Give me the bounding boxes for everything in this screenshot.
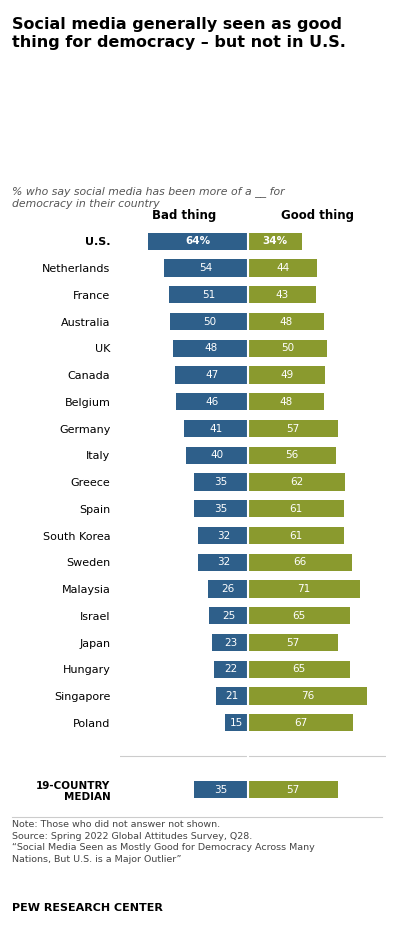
Text: 25: 25 xyxy=(222,611,236,621)
Bar xyxy=(249,286,316,303)
Text: 50: 50 xyxy=(203,316,216,326)
Text: 49: 49 xyxy=(280,370,294,380)
Bar xyxy=(249,259,317,277)
Text: 56: 56 xyxy=(286,450,299,460)
Bar xyxy=(175,366,249,384)
Text: 15: 15 xyxy=(230,718,243,728)
Bar xyxy=(249,687,367,705)
Bar xyxy=(249,500,344,517)
Bar xyxy=(249,419,338,437)
Bar xyxy=(199,527,249,544)
Bar xyxy=(194,473,249,491)
Text: 57: 57 xyxy=(286,423,300,433)
Bar xyxy=(169,286,249,303)
Text: 65: 65 xyxy=(293,664,306,674)
Bar xyxy=(249,473,346,491)
Text: % who say social media has been more of a __ for
democracy in their country: % who say social media has been more of … xyxy=(12,186,284,209)
Text: 35: 35 xyxy=(214,477,228,487)
Bar xyxy=(249,393,323,410)
Text: 51: 51 xyxy=(202,290,215,299)
Text: 65: 65 xyxy=(293,611,306,621)
Text: 23: 23 xyxy=(224,638,237,647)
Bar xyxy=(249,527,344,544)
Text: 57: 57 xyxy=(286,638,300,647)
Text: 34%: 34% xyxy=(262,236,288,246)
Bar xyxy=(249,553,352,571)
Bar xyxy=(249,781,338,798)
Text: 62: 62 xyxy=(290,477,303,487)
Text: 61: 61 xyxy=(290,530,303,540)
Text: 76: 76 xyxy=(301,691,314,701)
Text: 32: 32 xyxy=(217,530,230,540)
Bar xyxy=(170,312,249,330)
Text: 67: 67 xyxy=(294,718,307,728)
Bar xyxy=(184,419,249,437)
Bar xyxy=(194,500,249,517)
Bar xyxy=(249,232,302,250)
Bar xyxy=(186,446,249,464)
Text: PEW RESEARCH CENTER: PEW RESEARCH CENTER xyxy=(12,903,163,913)
Text: Social media generally seen as good
thing for democracy – but not in U.S.: Social media generally seen as good thin… xyxy=(12,17,346,49)
Text: 48: 48 xyxy=(279,316,293,326)
Text: 44: 44 xyxy=(276,263,290,273)
Bar xyxy=(225,714,249,732)
Bar xyxy=(249,714,353,732)
Text: 64%: 64% xyxy=(186,236,211,246)
Bar xyxy=(209,607,249,624)
Text: 41: 41 xyxy=(210,423,223,433)
Bar xyxy=(249,634,338,651)
Text: 26: 26 xyxy=(221,584,235,594)
Text: 40: 40 xyxy=(211,450,224,460)
Text: 46: 46 xyxy=(206,397,219,406)
Text: Bad thing: Bad thing xyxy=(152,209,216,222)
Text: 54: 54 xyxy=(200,263,213,273)
Bar xyxy=(177,393,249,410)
Bar xyxy=(249,446,336,464)
Text: 43: 43 xyxy=(275,290,289,299)
Bar xyxy=(208,580,249,598)
Text: 35: 35 xyxy=(214,785,228,794)
Bar xyxy=(212,634,249,651)
Text: 48: 48 xyxy=(204,343,217,353)
Text: 61: 61 xyxy=(290,504,303,513)
Text: 57: 57 xyxy=(286,785,300,794)
Text: 22: 22 xyxy=(225,664,238,674)
Text: 47: 47 xyxy=(205,370,218,380)
Text: 48: 48 xyxy=(279,397,293,406)
Bar xyxy=(194,781,249,798)
Text: 66: 66 xyxy=(294,557,307,567)
Text: Note: Those who did not answer not shown.
Source: Spring 2022 Global Attitudes S: Note: Those who did not answer not shown… xyxy=(12,820,314,864)
Bar xyxy=(249,607,350,624)
Bar xyxy=(249,580,359,598)
Bar xyxy=(216,687,249,705)
Bar xyxy=(249,312,323,330)
Text: 71: 71 xyxy=(297,584,310,594)
Bar xyxy=(249,366,325,384)
Text: 35: 35 xyxy=(214,504,228,513)
Bar xyxy=(173,339,249,357)
Text: 50: 50 xyxy=(281,343,294,353)
Bar xyxy=(214,660,249,678)
Text: 32: 32 xyxy=(217,557,230,567)
Bar xyxy=(199,553,249,571)
Bar xyxy=(164,259,249,277)
Text: Good thing: Good thing xyxy=(281,209,354,222)
Text: 21: 21 xyxy=(225,691,239,701)
Bar xyxy=(249,660,350,678)
Bar xyxy=(249,339,327,357)
Bar xyxy=(148,232,249,250)
